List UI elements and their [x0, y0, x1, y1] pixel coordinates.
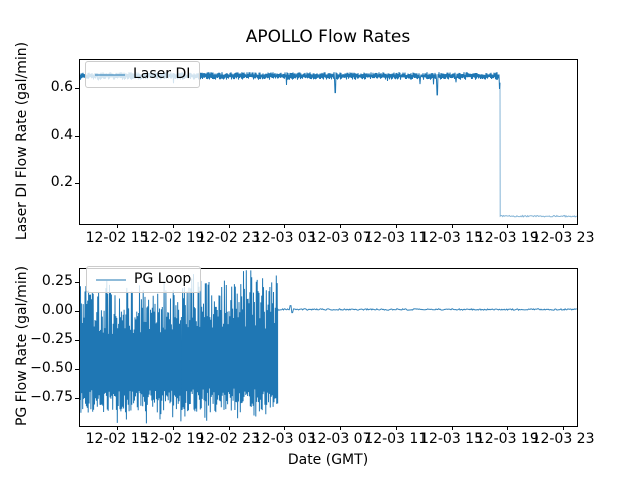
x-tick	[172, 224, 174, 228]
series-line-laser-di	[499, 82, 577, 218]
y-tick	[75, 397, 79, 399]
x-axis-label: Date (GMT)	[287, 452, 369, 468]
x-tick	[228, 426, 230, 430]
x-tick	[228, 224, 230, 228]
x-tick	[451, 224, 453, 228]
x-tick	[395, 224, 397, 228]
y-tick-label: −0.75	[30, 388, 73, 405]
y-tick	[75, 183, 79, 185]
x-tick-label: 12-02 23	[197, 431, 261, 447]
x-tick-label: 12-03 07	[308, 431, 372, 447]
y-tick	[75, 340, 79, 341]
x-tick-label: 12-02 15	[85, 431, 149, 447]
x-tick	[340, 426, 342, 430]
x-tick	[284, 224, 286, 228]
y-tick	[75, 311, 79, 313]
y-tick-label: 0.00	[41, 302, 73, 319]
x-tick-label: 12-03 15	[420, 431, 484, 447]
y-tick-label: 0.25	[41, 273, 73, 290]
series-line-pg-loop	[80, 280, 183, 424]
x-tick	[117, 224, 119, 228]
series-line-pg-loop	[277, 305, 577, 404]
x-tick-label: 12-03 19	[475, 230, 539, 246]
legend-pg-loop: PG Loop	[86, 266, 202, 293]
chart-title: APOLLO Flow Rates	[245, 27, 411, 47]
x-tick-label: 12-02 19	[141, 230, 205, 246]
x-tick	[507, 426, 509, 430]
y-tick-label: 0.4	[50, 126, 73, 143]
legend-label-laser-di: Laser DI	[133, 66, 191, 82]
plot-area-pg-loop	[80, 270, 577, 424]
x-tick-label: 12-02 15	[85, 230, 149, 246]
x-tick	[563, 426, 565, 430]
x-tick	[507, 224, 509, 228]
x-tick-label: 12-03 03	[252, 230, 316, 246]
x-tick-label: 12-03 15	[420, 230, 484, 246]
y-tick	[75, 135, 79, 137]
legend-line-sample-icon	[96, 278, 126, 281]
x-tick-label: 12-03 19	[475, 431, 539, 447]
y-tick	[75, 282, 79, 284]
y-tick-label: −0.50	[30, 359, 73, 376]
legend-laser-di: Laser DI	[85, 61, 201, 88]
y-tick	[75, 368, 79, 370]
x-tick	[172, 426, 174, 430]
x-tick	[340, 224, 342, 228]
x-tick-label: 12-03 23	[531, 431, 595, 447]
y-tick-label: −0.25	[30, 331, 73, 347]
x-tick-label: 12-03 23	[531, 230, 595, 246]
x-tick-label: 12-03 11	[364, 431, 428, 447]
x-tick	[117, 426, 119, 430]
x-tick	[284, 426, 286, 430]
y-tick-label: 0.2	[50, 174, 73, 191]
x-tick-label: 12-03 07	[308, 230, 372, 246]
x-tick	[563, 224, 565, 228]
x-tick-label: 12-03 11	[364, 230, 428, 246]
series-line-pg-loop	[181, 270, 279, 421]
x-tick-label: 12-02 23	[197, 230, 261, 246]
x-tick	[451, 426, 453, 430]
legend-line-sample-icon	[95, 73, 125, 76]
y-tick-label: 0.6	[50, 78, 73, 95]
x-tick	[395, 426, 397, 430]
axes-pg-loop	[79, 268, 578, 427]
y-tick	[75, 87, 79, 89]
legend-label-pg-loop: PG Loop	[134, 271, 192, 287]
x-tick-label: 12-02 19	[141, 431, 205, 447]
x-tick-label: 12-03 03	[252, 431, 316, 447]
